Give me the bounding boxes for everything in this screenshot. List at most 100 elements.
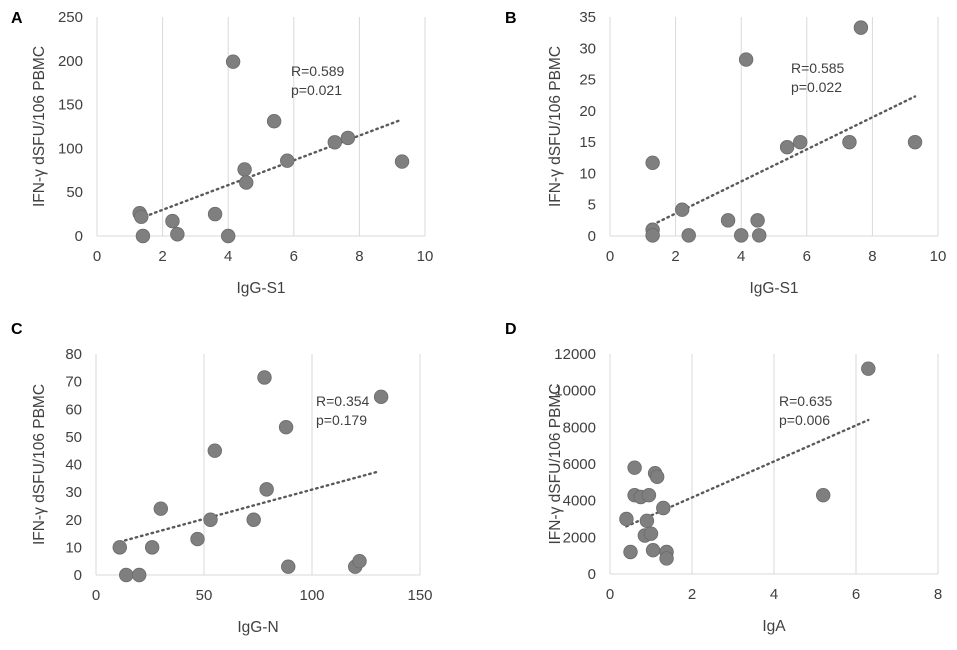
y-tick-label-c-7: 70 xyxy=(65,374,82,391)
x-axis-title-a: IgG-S1 xyxy=(236,280,285,297)
y-tick-label-b-7: 35 xyxy=(579,9,596,26)
data-point-b-12 xyxy=(842,134,857,150)
data-point-c-10 xyxy=(259,482,274,497)
annotation-d-r: R=0.635 xyxy=(779,393,833,409)
data-point-c-3 xyxy=(144,540,160,555)
y-tick-label-b-3: 15 xyxy=(579,134,596,151)
panel-letter-c: C xyxy=(11,321,23,338)
data-point-b-7 xyxy=(738,52,754,67)
data-point-a-3 xyxy=(165,213,180,229)
x-tick-label-c-0: 0 xyxy=(92,587,100,604)
y-tick-label-d-2: 4000 xyxy=(563,493,596,510)
x-tick-label-b-3: 6 xyxy=(803,248,811,265)
data-point-b-10 xyxy=(779,139,795,155)
data-point-a-14 xyxy=(394,154,410,169)
y-axis-title-b: IFN-γ dSFU/106 PBMC xyxy=(547,46,564,207)
data-point-c-1 xyxy=(119,567,134,583)
data-point-d-0 xyxy=(619,511,634,527)
data-point-c-11 xyxy=(278,420,294,435)
data-point-b-4 xyxy=(681,228,696,243)
chart-panel-d: 0 2 4 6 8 0 2000 4000 6000 8000 10000 12000 IgA IFN-γ… xyxy=(505,321,942,635)
data-point-c-9 xyxy=(257,370,272,385)
x-tick-label-d-3: 6 xyxy=(852,586,860,603)
x-tick-label-b-4: 8 xyxy=(868,248,876,265)
x-tick-label-b-1: 2 xyxy=(671,248,679,265)
x-tick-label-a-1: 2 xyxy=(158,248,166,265)
trendline-a xyxy=(138,118,404,220)
data-point-d-1 xyxy=(623,544,638,560)
panel-letter-b: B xyxy=(505,10,517,27)
data-point-a-2 xyxy=(135,228,151,244)
data-point-c-6 xyxy=(203,512,218,527)
chart-panel-b: 0 2 4 6 8 10 0 5 10 15 20 25 30 35 IgG-S1 IFN-γ dSFU/10… xyxy=(505,9,946,297)
y-tick-label-d-4: 8000 xyxy=(563,419,596,436)
data-point-d-12 xyxy=(656,500,671,516)
x-tick-label-c-3: 150 xyxy=(407,587,432,604)
data-point-c-0 xyxy=(112,540,127,555)
data-point-b-0 xyxy=(645,155,660,170)
data-point-a-4 xyxy=(170,227,185,242)
x-tick-label-a-3: 6 xyxy=(290,248,298,265)
y-tick-label-d-3: 6000 xyxy=(563,456,596,473)
trendline-b xyxy=(651,95,917,226)
y-tick-label-a-4: 200 xyxy=(58,53,83,70)
data-point-a-5 xyxy=(207,206,223,222)
x-tick-label-a-2: 4 xyxy=(224,248,232,265)
y-tick-label-a-2: 100 xyxy=(58,140,83,157)
x-axis-title-c: IgG-N xyxy=(237,619,278,636)
y-tick-label-b-0: 0 xyxy=(588,228,596,245)
y-axis-title-a: IFN-γ dSFU/106 PBMC xyxy=(31,46,48,207)
y-tick-label-b-2: 10 xyxy=(579,165,596,182)
y-axis-title-d: IFN-γ dSFU/106 PBMC xyxy=(547,383,564,544)
x-tick-label-b-0: 0 xyxy=(606,248,614,265)
data-point-a-1 xyxy=(134,209,149,224)
x-tick-label-c-2: 100 xyxy=(299,587,324,604)
data-point-d-8 xyxy=(643,526,659,541)
data-point-b-14 xyxy=(907,134,923,150)
data-point-d-9 xyxy=(645,542,661,558)
x-tick-label-d-1: 2 xyxy=(688,586,696,603)
x-tick-label-c-1: 50 xyxy=(196,587,213,604)
y-axis-title-c: IFN-γ dSFU/106 PBMC xyxy=(31,384,48,545)
panel-letter-a: A xyxy=(11,10,23,27)
y-tick-label-b-6: 30 xyxy=(579,40,596,57)
annotation-b-p: p=0.022 xyxy=(791,79,842,95)
data-point-a-9 xyxy=(239,175,254,190)
data-point-b-6 xyxy=(734,228,749,243)
data-point-d-14 xyxy=(659,551,674,566)
data-point-a-7 xyxy=(225,54,241,69)
data-point-a-6 xyxy=(220,228,236,244)
data-point-c-5 xyxy=(190,531,205,547)
y-tick-label-c-4: 40 xyxy=(65,457,82,474)
data-point-b-5 xyxy=(720,213,736,228)
y-tick-label-a-3: 150 xyxy=(58,97,83,114)
x-tick-label-d-0: 0 xyxy=(606,586,614,603)
x-tick-label-a-0: 0 xyxy=(93,248,101,265)
data-point-c-4 xyxy=(153,501,169,516)
annotation-c-r: R=0.354 xyxy=(316,393,370,409)
data-point-b-3 xyxy=(674,202,690,217)
y-tick-label-d-6: 12000 xyxy=(554,346,596,363)
data-point-a-11 xyxy=(280,153,295,168)
x-tick-label-b-2: 4 xyxy=(737,248,745,265)
data-point-d-11 xyxy=(649,469,665,485)
annotation-a-r: R=0.589 xyxy=(291,63,345,79)
annotation-b-r: R=0.585 xyxy=(791,60,845,76)
data-point-a-8 xyxy=(237,162,252,177)
y-tick-label-b-5: 25 xyxy=(579,72,596,89)
data-point-d-6 xyxy=(639,513,655,529)
data-point-b-8 xyxy=(750,213,765,228)
y-tick-label-a-5: 250 xyxy=(58,9,83,26)
y-tick-label-a-0: 0 xyxy=(75,228,83,245)
y-tick-label-c-6: 60 xyxy=(65,401,82,418)
y-tick-label-c-3: 30 xyxy=(65,484,82,501)
data-point-b-2 xyxy=(645,228,660,243)
annotation-a-p: p=0.021 xyxy=(291,82,342,98)
y-tick-label-c-8: 80 xyxy=(65,346,82,363)
x-tick-label-d-4: 8 xyxy=(934,586,942,603)
x-tick-label-a-4: 8 xyxy=(355,248,363,265)
y-tick-label-c-1: 10 xyxy=(65,539,82,556)
data-point-c-2 xyxy=(131,567,147,583)
y-tick-label-b-4: 20 xyxy=(579,103,596,120)
